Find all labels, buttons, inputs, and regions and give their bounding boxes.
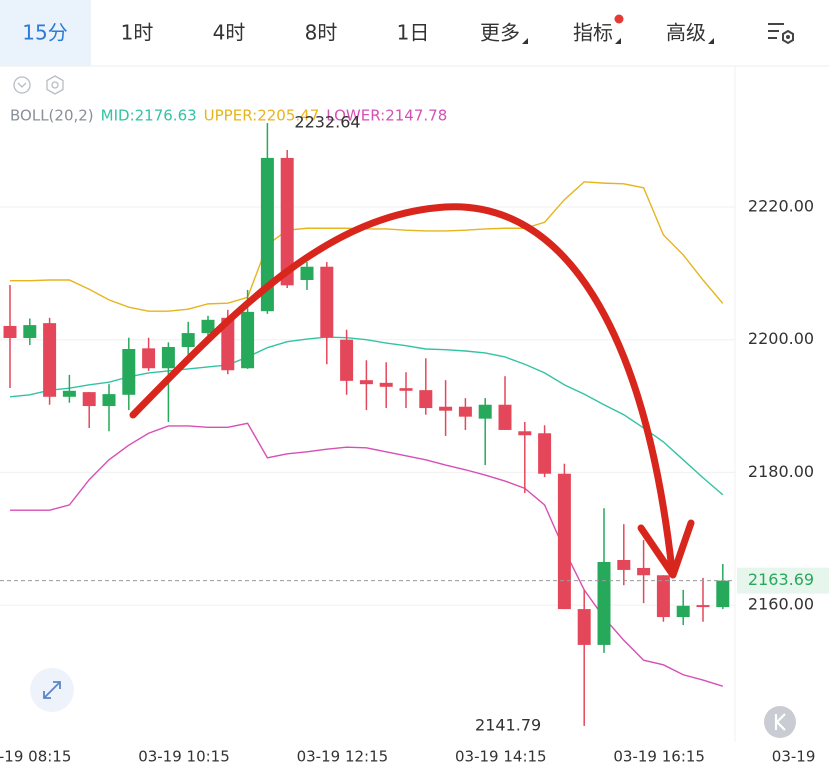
high-label: 2232.64 (294, 113, 360, 132)
tab-highlight (0, 0, 91, 66)
candle-body (300, 266, 314, 280)
candle-body (102, 394, 116, 407)
plot (0, 123, 735, 726)
candle-body (280, 157, 294, 286)
candle-body (23, 325, 37, 338)
candle-body (478, 404, 492, 419)
tab[interactable]: 4时 (213, 21, 246, 45)
dropdown-caret (708, 38, 714, 44)
candle-body (359, 380, 373, 385)
collapse-icon[interactable] (13, 76, 31, 94)
settings-icon[interactable] (768, 23, 794, 45)
y-tick-label: 2160.00 (748, 595, 814, 614)
candle-body (518, 431, 532, 436)
dropdown-caret (522, 38, 528, 44)
candle-body (340, 339, 354, 381)
candle-body (597, 561, 611, 645)
candle-body (122, 349, 136, 395)
candle-body (439, 406, 453, 411)
tab[interactable]: 1日 (397, 21, 430, 45)
tab[interactable]: 更多 (480, 21, 520, 45)
candle-body (557, 473, 571, 610)
legend-entry: UPPER:2205.47 (204, 107, 320, 125)
sub-icons (13, 75, 64, 95)
last-price-box (737, 567, 829, 594)
candle-body (637, 567, 651, 576)
x-tick-label: 03-19 12:15 (297, 748, 389, 766)
candle-body (399, 388, 413, 391)
legend-entry: BOLL(20,2) (10, 107, 94, 125)
candle-body (320, 266, 334, 338)
candle-body (538, 433, 552, 474)
expand-button[interactable] (30, 668, 74, 712)
x-tick-label: 03-19 10:15 (138, 748, 230, 766)
boll-line (10, 422, 724, 687)
candle-body (577, 609, 591, 645)
k-button[interactable] (764, 706, 796, 738)
candle-body (617, 559, 631, 570)
legend-entry: MID:2176.63 (101, 107, 197, 125)
candle-body (221, 317, 235, 371)
indicator-settings-icon[interactable] (46, 75, 64, 95)
x-tick-label: 03-19 16:15 (613, 748, 705, 766)
tab[interactable]: 15分 (22, 21, 67, 45)
candle-body (241, 311, 255, 369)
y-tick-label: 2200.00 (748, 329, 814, 348)
x-tick-label: 03-19 (772, 748, 816, 766)
boll-line (10, 181, 724, 312)
arrow-head (637, 519, 695, 579)
candle-body (82, 392, 96, 407)
candle-body (419, 390, 433, 409)
candle-body (676, 605, 690, 618)
y-tick-label: 2220.00 (748, 197, 814, 216)
legend-entry: LOWER:2147.78 (326, 107, 447, 125)
y-tick-label: 2180.00 (748, 462, 814, 481)
candle-body (201, 319, 215, 334)
last-price-label: 2163.69 (748, 570, 814, 589)
candle-body (3, 325, 17, 338)
x-tick-label: 03-19 08:15 (0, 748, 71, 766)
x-tick-label: 03-19 14:15 (455, 748, 547, 766)
tab[interactable]: 1时 (121, 21, 154, 45)
candle-body (716, 580, 730, 608)
candle-body (498, 404, 512, 430)
candle-body (458, 406, 472, 417)
arrow-curve (129, 203, 676, 574)
candle-body (43, 323, 57, 397)
toolbar: 15分 1时 4时 8时 1日 更多 指标 高级 (0, 0, 829, 67)
candle-body (656, 575, 670, 618)
tab[interactable]: 8时 (305, 21, 338, 45)
tab[interactable]: 高级 (666, 21, 706, 45)
candle-body (62, 390, 76, 397)
notice-dot (614, 14, 624, 24)
tab[interactable]: 指标 (573, 21, 613, 45)
trend-arrow (129, 203, 695, 579)
candle-body (696, 605, 710, 608)
candle-body (161, 347, 175, 369)
dropdown-caret (615, 38, 621, 44)
candle-body (379, 382, 393, 387)
low-label: 2141.79 (475, 715, 541, 734)
candle-body (181, 333, 195, 348)
candle-body (260, 157, 274, 312)
candle-body (142, 348, 156, 369)
